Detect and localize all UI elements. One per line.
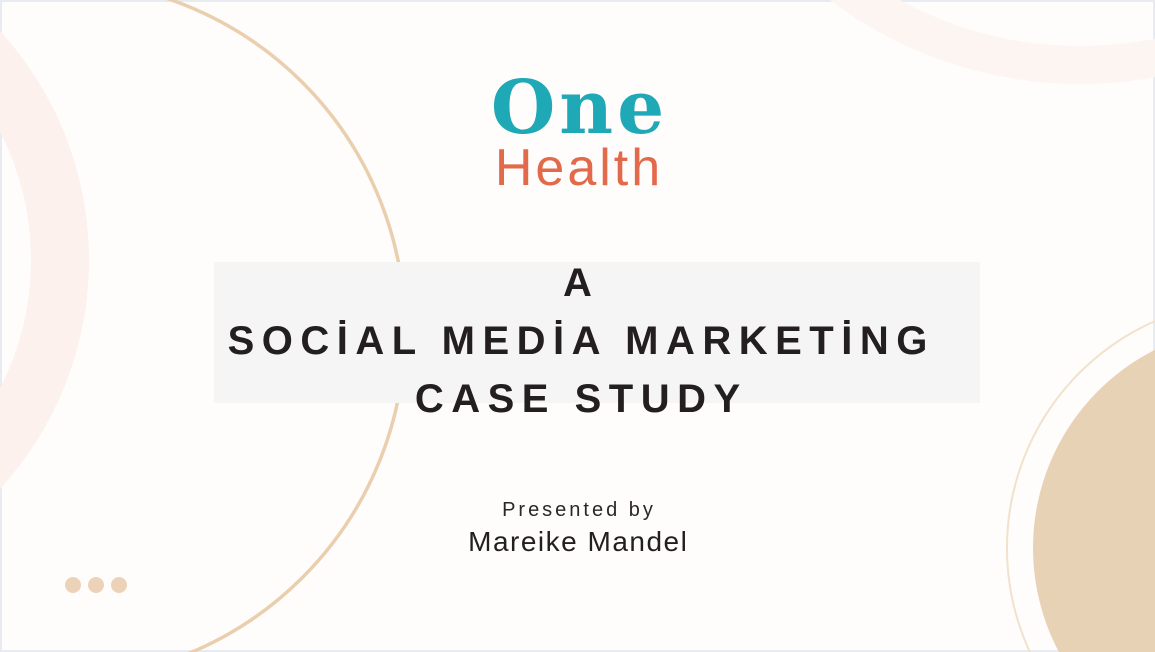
dot-decoration: [88, 577, 104, 593]
title-line-3: CASE STUDY: [414, 377, 748, 421]
presenter-name: Mareike Mandel: [468, 526, 689, 557]
page-title: A SOCİAL MEDİA MARKETİNG CASE STUDY: [0, 254, 1155, 428]
top-right-faint-ring-decoration: [830, 0, 1155, 84]
logo-primary-text: One: [490, 65, 669, 151]
dot-decoration: [65, 577, 81, 593]
dot-decoration: [111, 577, 127, 593]
ellipsis-dots-decoration: [65, 577, 127, 593]
logo-secondary-text: Health: [494, 139, 664, 197]
title-line-2: SOCİAL MEDİA MARKETİNG: [227, 319, 935, 363]
presented-by-label: Presented by: [502, 499, 656, 521]
title-line-1: A: [563, 261, 600, 305]
